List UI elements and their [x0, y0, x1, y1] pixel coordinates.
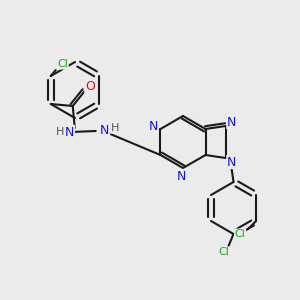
Text: O: O — [85, 80, 95, 92]
Text: N: N — [65, 125, 74, 139]
Text: H: H — [56, 127, 64, 137]
Text: N: N — [227, 116, 236, 128]
Text: N: N — [149, 121, 158, 134]
Text: N: N — [100, 124, 110, 136]
Text: Cl: Cl — [57, 59, 68, 69]
Text: H: H — [111, 123, 119, 133]
Text: Cl: Cl — [218, 247, 229, 257]
Text: Cl: Cl — [235, 229, 245, 239]
Text: N: N — [176, 169, 186, 182]
Text: N: N — [227, 155, 236, 169]
